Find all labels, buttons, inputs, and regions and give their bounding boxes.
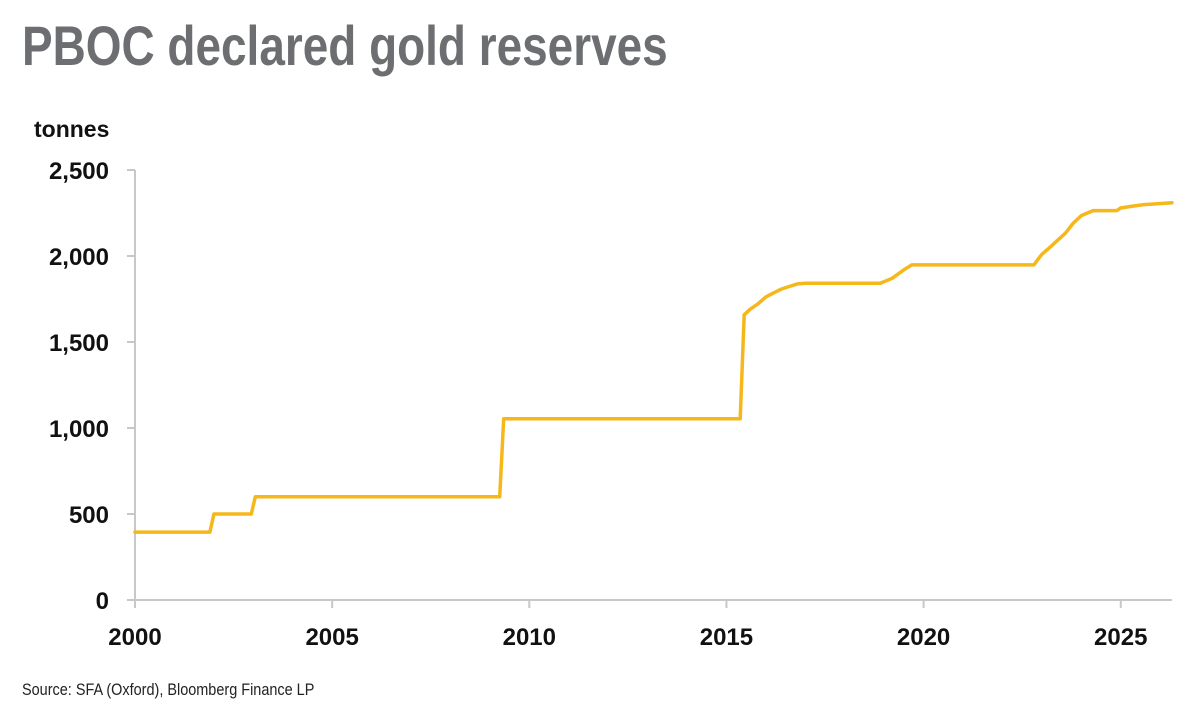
x-tick-label: 2010	[503, 624, 556, 651]
y-tick-label: 1,500	[49, 330, 109, 357]
y-tick-label: 500	[69, 502, 109, 529]
tick-labels: 0 500 1,000 1,500 2,000 2,500 2000 2005 2010 2015…	[49, 158, 1147, 651]
axes	[127, 169, 1172, 608]
y-tick-label: 0	[96, 588, 109, 615]
x-tick-label: 2020	[897, 624, 950, 651]
y-axis-unit-label: tonnes	[34, 116, 110, 142]
x-tick-label: 2005	[305, 624, 358, 651]
x-tick-label: 2015	[700, 624, 753, 651]
chart-title: PBOC declared gold reserves	[22, 14, 668, 77]
source-note: Source: SFA (Oxford), Bloomberg Finance …	[22, 680, 315, 699]
y-tick-label: 2,500	[49, 158, 109, 185]
x-tick-label: 2025	[1094, 624, 1147, 651]
y-tick-label: 2,000	[49, 244, 109, 271]
series-line-0	[133, 200, 1174, 534]
y-tick-label: 1,000	[49, 416, 109, 443]
series-layer	[133, 200, 1174, 534]
x-tick-label: 2000	[108, 624, 161, 651]
